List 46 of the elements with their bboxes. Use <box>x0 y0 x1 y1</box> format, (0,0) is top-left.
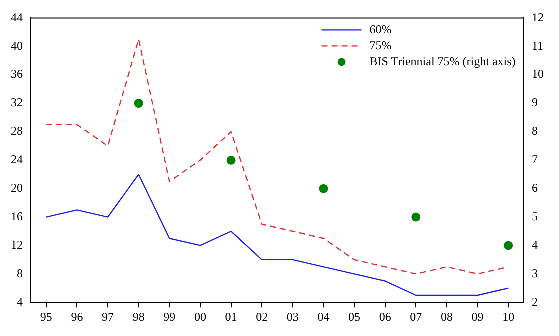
y2-tick-label: 6 <box>532 180 538 195</box>
point <box>226 156 236 165</box>
x-tick-label: 05 <box>348 310 361 324</box>
y-tick-label: 40 <box>11 38 23 53</box>
point <box>412 212 421 222</box>
x-tick-label: 04 <box>318 310 330 324</box>
y-tick-label: 32 <box>11 96 23 110</box>
x-tick-label: 01 <box>225 310 238 324</box>
legend-label: 75% <box>370 38 392 52</box>
y2-tick-label: 9 <box>532 96 538 110</box>
y2-tick-label: 8 <box>532 124 538 138</box>
x-tick-label: 03 <box>286 310 299 324</box>
point <box>504 241 514 250</box>
x-tick-label: 06 <box>379 310 392 324</box>
point <box>134 99 144 108</box>
y-tick-label: 4 <box>17 294 23 309</box>
y-tick-label: 36 <box>11 67 23 82</box>
y-tick-label: 12 <box>11 238 23 252</box>
x-tick-label: 98 <box>132 310 145 324</box>
x-tick-label: 07 <box>410 310 422 324</box>
y2-tick-label: 11 <box>532 38 544 53</box>
y-tick-label: 20 <box>11 180 23 195</box>
y2-tick-label: 7 <box>532 152 538 167</box>
x-tick-label: 10 <box>502 310 515 324</box>
point <box>319 184 328 194</box>
x-tick-label: 96 <box>71 310 84 324</box>
y2-tick-label: 4 <box>532 238 538 252</box>
y-tick-label: 16 <box>11 209 23 224</box>
x-tick-label: 97 <box>102 310 114 324</box>
x-tick-label: 02 <box>256 310 268 324</box>
y2-tick-label: 2 <box>532 294 538 309</box>
y2-tick-label: 12 <box>532 10 544 24</box>
y2-tick-label: 3 <box>532 266 538 280</box>
x-tick-label: 08 <box>440 310 453 324</box>
y2-tick-label: 5 <box>532 209 538 224</box>
x-tick-label: 00 <box>194 310 206 324</box>
legend-label: BIS Triennial 75% (right axis) <box>370 54 516 68</box>
x-tick-label: 09 <box>472 310 484 324</box>
y-tick-label: 44 <box>11 10 23 24</box>
y-tick-label: 24 <box>11 152 23 167</box>
legend-label: 60% <box>370 22 392 36</box>
y-tick-label: 8 <box>17 266 23 280</box>
x-tick-label: 99 <box>164 310 176 324</box>
x-tick-label: 95 <box>40 310 52 324</box>
y2-tick-label: 10 <box>532 67 544 82</box>
y-tick-label: 28 <box>11 124 23 138</box>
